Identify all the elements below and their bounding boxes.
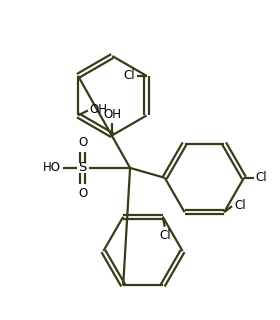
Text: Cl: Cl	[234, 199, 246, 212]
Text: Cl: Cl	[159, 229, 171, 242]
Text: O: O	[78, 187, 87, 200]
Text: OH: OH	[90, 103, 108, 116]
Text: Cl: Cl	[123, 69, 135, 82]
Text: S: S	[78, 161, 87, 174]
Text: HO: HO	[43, 161, 61, 174]
Text: OH: OH	[103, 108, 121, 121]
Text: Cl: Cl	[256, 171, 267, 184]
Text: O: O	[78, 136, 87, 149]
